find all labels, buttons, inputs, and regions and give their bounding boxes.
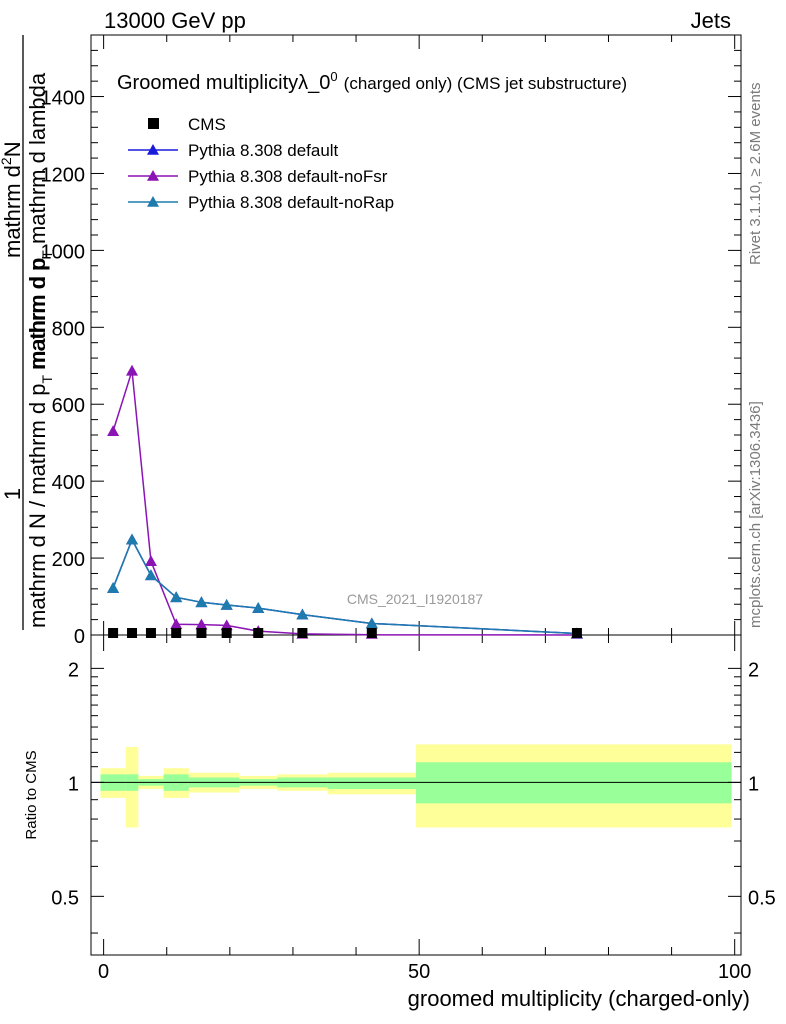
data-point [571,628,582,638]
main-y-tick-label: 1200 [41,164,86,186]
header-left: 13000 GeV pp [104,8,246,33]
y-label-lower: mathrm d N / mathrm d pT mathrm d p [25,258,55,628]
y-label-top-den-tail: mathrm d lambda [25,72,50,250]
ratio-y-tick-label-left: 1 [68,773,79,795]
data-point [145,628,156,638]
legend-label: Pythia 8.308 default-noFsr [188,167,388,186]
y-label-num-c: N [0,141,25,157]
data-point [144,555,157,566]
data-point [126,364,139,376]
legend-marker [147,144,159,155]
data-point [253,628,264,638]
data-point [220,619,233,631]
legend-title-lambda: λ_0 [298,72,330,94]
legend-title-sup: 0 [330,69,337,84]
ratio-y-tick-label-left: 0.5 [51,887,79,909]
ratio-y-tick-label-left: 2 [68,659,79,681]
data-point [221,628,232,638]
x-tick-label: 50 [408,961,430,983]
ratio-y-tick-label-right: 2 [748,659,759,681]
y-label-lower-tail: mathrm d p [25,258,50,375]
data-point [170,591,183,603]
main-y-tick-label: 200 [52,549,85,571]
main-y-tick-label: 600 [52,395,85,417]
legend-marker [147,196,159,207]
data-point [170,618,183,630]
data-point [252,602,265,613]
data-point [107,425,120,436]
mcplots-credit: mcplots.cern.ch [arXiv:1306.3436] [747,401,764,628]
y-axis-label: 1 mathrm d2N mathrm d pT mathrm d lambda… [0,35,55,630]
y-label-top-den-a: mathrm d p [25,259,50,370]
main-y-tick-label: 1400 [41,88,86,110]
data-point [126,533,139,545]
series-line [112,370,577,636]
data-point [108,628,119,638]
ratio-y-tick-label-right: 0.5 [748,887,776,909]
data-point [144,569,157,581]
data-point [220,599,233,610]
y-label-num-a: mathrm d [0,165,25,258]
data-point [107,582,120,593]
ratio-y-label: Ratio to CMS [23,750,40,839]
main-y-tick-label: 1000 [41,241,86,263]
legend-marker [148,118,159,129]
legend-title-main: Groomed multiplicity [117,72,298,94]
y-label-top-den-sub: T [39,250,55,259]
legend: CMS Pythia 8.308 default Pythia 8.308 defa… [128,115,394,212]
series-line [112,537,577,635]
data-point [127,628,138,638]
rivet-version: Rivet 3.1.10, ≥ 2.6M events [747,83,764,266]
data-point [297,628,308,638]
ratio-band-green-7 [327,777,416,790]
data-point [296,608,309,620]
data-point [195,596,208,608]
data-point [365,617,378,629]
legend-title: Groomed multiplicityλ_00 (charged only) (… [117,69,627,94]
legend-label: Pythia 8.308 default [188,141,339,160]
data-point [196,628,207,638]
main-y-tick-label: 800 [52,318,85,340]
main-y-tick-label: 400 [52,472,85,494]
y-label-one: 1 [0,488,25,500]
legend-label: CMS [188,115,226,134]
series-layer [107,364,583,639]
svg-text:Groomed multiplicityλ_00(charg: Groomed multiplicityλ_00 (charged only) (… [117,69,627,94]
ratio-y-tick-label-right: 1 [748,773,759,795]
ratio-bands [100,744,732,828]
ratio-axes: 0.5 0.5 1 1 2 2 0 50 100 [51,635,776,983]
legend-label: Pythia 8.308 default-noRap [188,193,394,212]
y-label-lower-sub: T [39,374,55,383]
y-label-lower-a: mathrm d N / mathrm d p [25,383,50,628]
data-point [366,628,377,638]
header-right: Jets [691,8,731,33]
legend-title-note: (charged only) (CMS jet substructure) [344,74,627,93]
y-label-num-b: 2 [0,157,14,165]
x-tick-label: 0 [98,961,109,983]
main-axes: 0 200 400 600 800 1000 1200 1400 [41,34,741,648]
legend-marker [147,170,159,181]
watermark: CMS_2021_I1920187 [347,591,483,607]
y-label-top: mathrm d2N [0,141,25,258]
series-0 [108,628,582,638]
data-point [171,628,182,638]
x-axis-label: groomed multiplicity (charged-only) [408,986,750,1011]
x-tick-label: 100 [718,961,751,983]
main-y-tick-label: 0 [74,626,85,648]
data-point [195,618,208,630]
y-label-top-den: mathrm d pT mathrm d lambda [25,72,55,370]
